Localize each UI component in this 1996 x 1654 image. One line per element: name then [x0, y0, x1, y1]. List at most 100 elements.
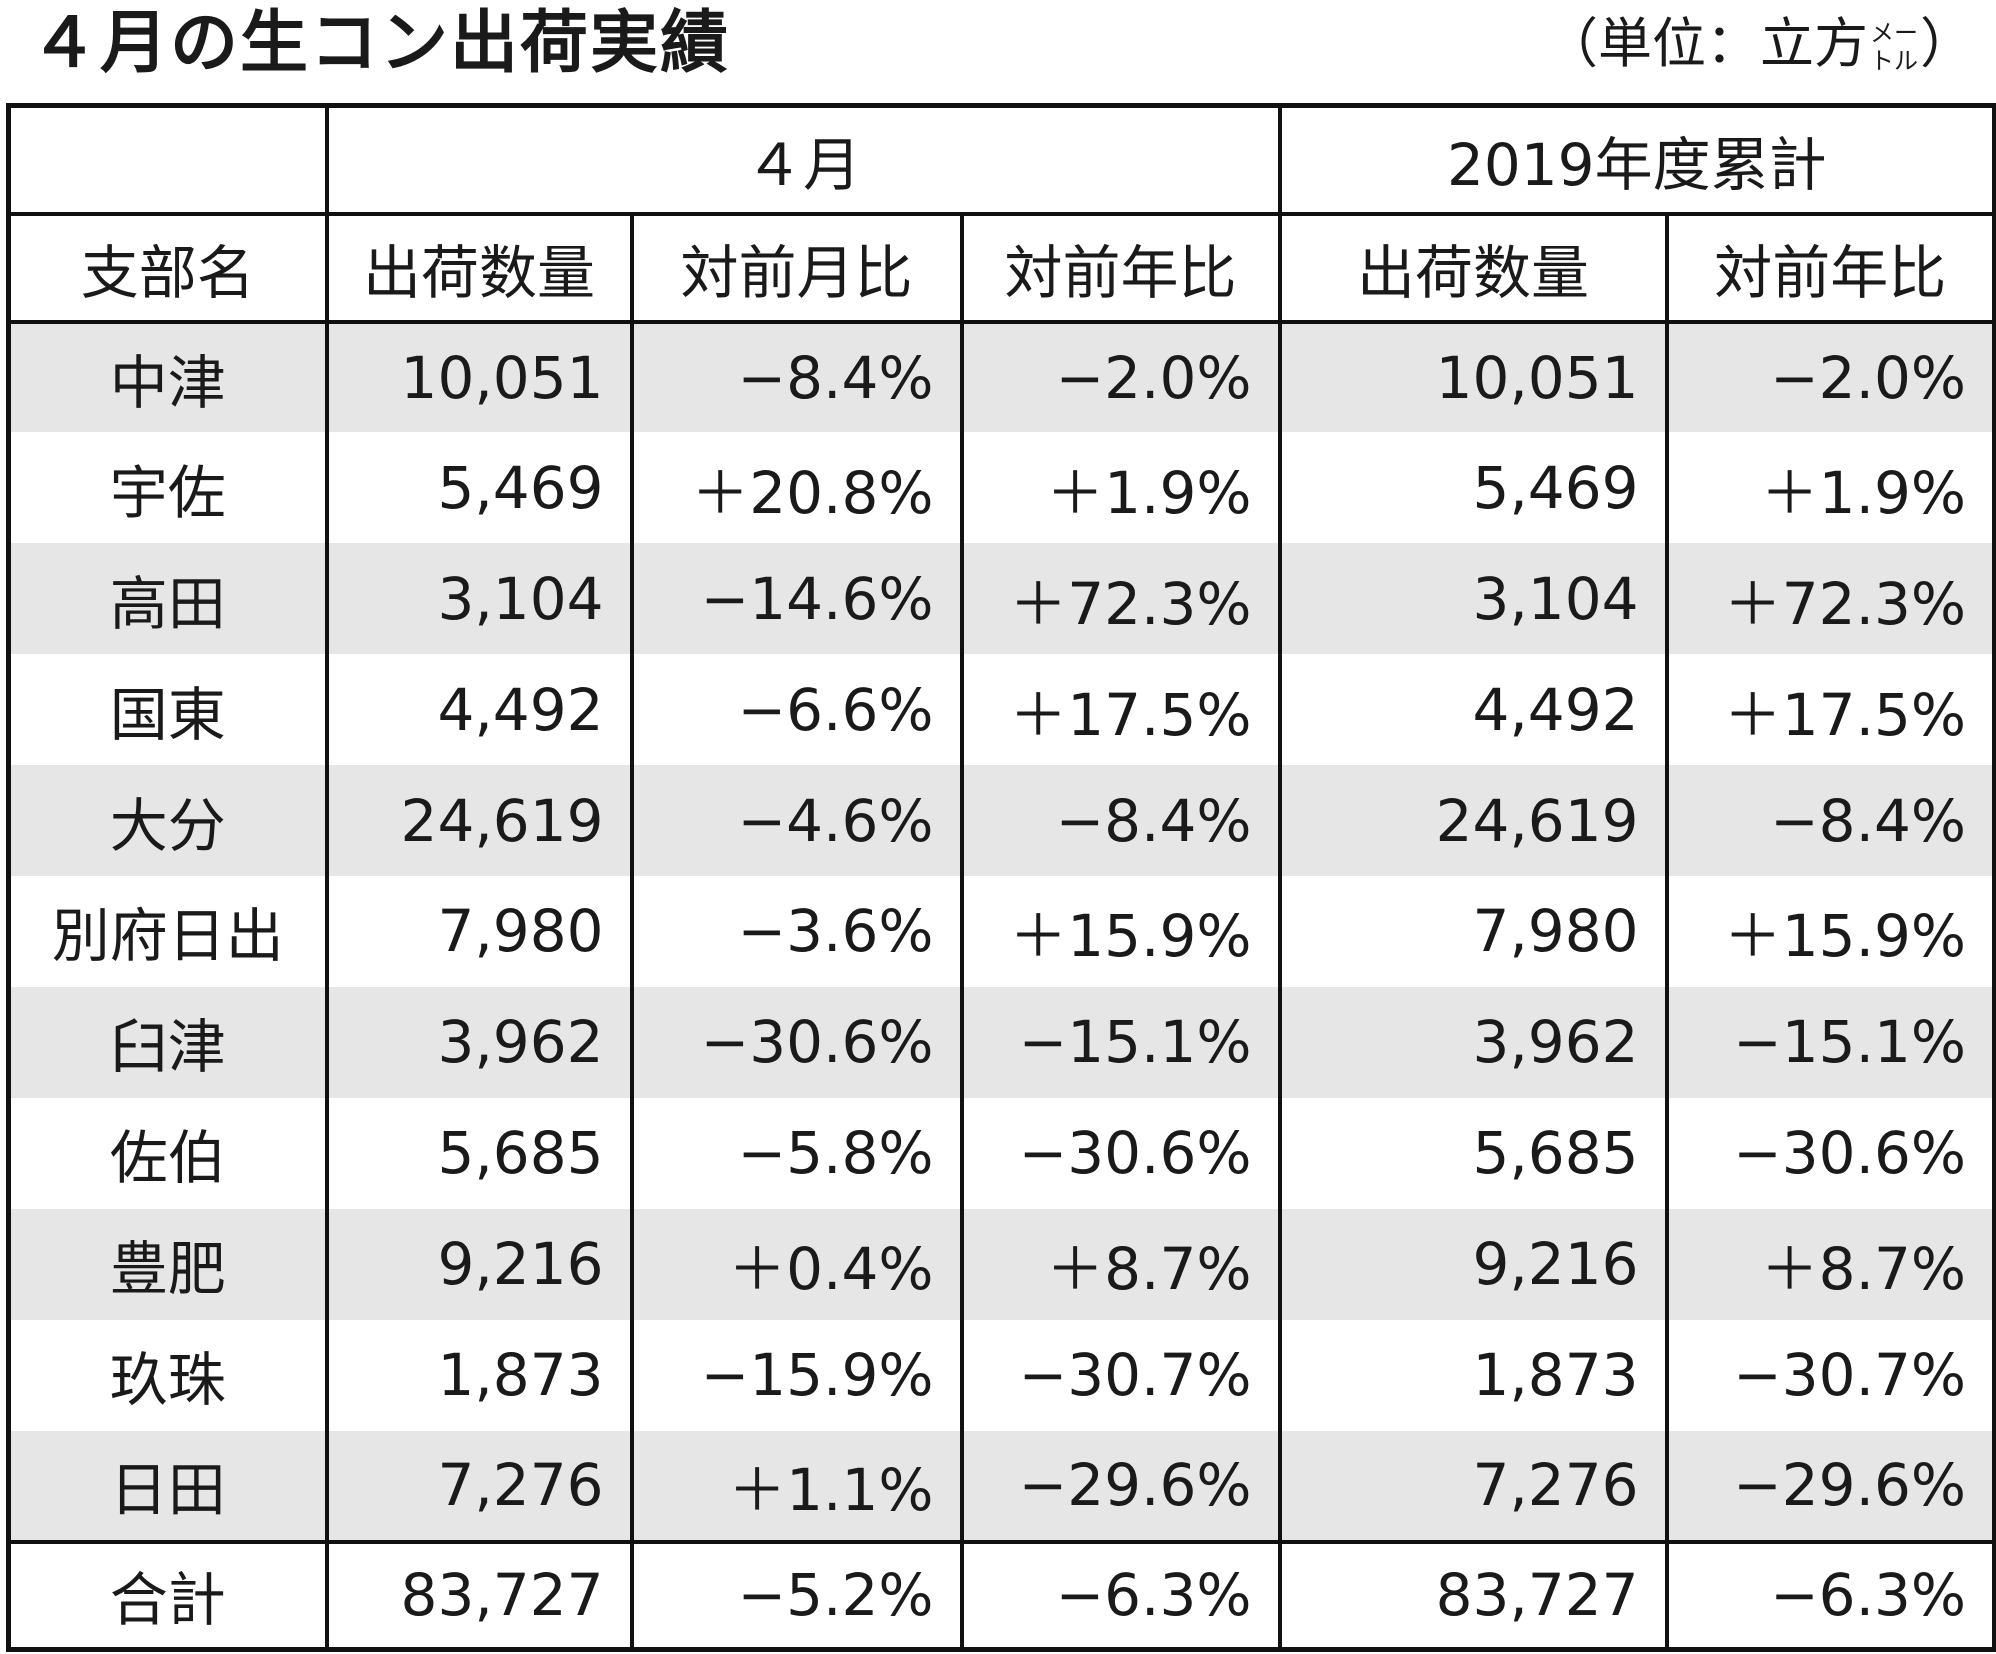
column-header-qty: 出荷数量 — [324, 211, 634, 324]
table-row: 佐伯 5,685 −5.8% −30.6% 5,685 −30.6% — [6, 1097, 1996, 1209]
unit-prefix: （単位：立方 — [1544, 12, 1868, 75]
cumulative-yoy: −2.0% — [1664, 321, 1996, 433]
branch-name: 別府日出 — [6, 876, 329, 987]
shipment-qty: 9,216 — [324, 1208, 634, 1320]
month-over-month: −6.6% — [629, 654, 964, 766]
year-over-year: ＋1.9% — [959, 432, 1282, 544]
shipment-qty: 4,492 — [324, 654, 634, 766]
shipment-qty: 7,980 — [324, 876, 634, 987]
cumulative-qty: 24,619 — [1277, 765, 1669, 877]
shipment-qty: 5,685 — [324, 1097, 634, 1209]
month-over-month: ＋0.4% — [629, 1208, 964, 1320]
shipment-qty: 10,051 — [324, 321, 634, 433]
cumulative-yoy: ＋15.9% — [1664, 876, 1996, 987]
unit-sup-top: メー — [1870, 19, 1918, 48]
cumulative-yoy: −30.6% — [1664, 1097, 1996, 1209]
cumulative-yoy: ＋17.5% — [1664, 654, 1996, 766]
group-header-row: ４月 2019年度累計 — [6, 103, 1996, 216]
shipment-qty: 7,276 — [324, 1430, 634, 1544]
cumulative-yoy: −15.1% — [1664, 986, 1996, 1098]
year-over-year: ＋17.5% — [959, 654, 1282, 766]
total-label: 合計 — [6, 1541, 329, 1650]
shipment-qty: 3,962 — [324, 986, 634, 1098]
table-row: 宇佐 5,469 ＋20.8% ＋1.9% 5,469 ＋1.9% — [6, 432, 1996, 544]
cumulative-qty: 5,469 — [1277, 432, 1669, 544]
year-over-year: −29.6% — [959, 1430, 1282, 1544]
unit-sup-bottom: トル — [1870, 47, 1918, 76]
month-over-month: −14.6% — [629, 543, 964, 655]
table-row: 国東 4,492 −6.6% ＋17.5% 4,492 ＋17.5% — [6, 654, 1996, 766]
branch-name: 豊肥 — [6, 1208, 329, 1320]
branch-name: 大分 — [6, 765, 329, 877]
page-title: ４月の生コン出荷実績 — [30, 4, 731, 83]
branch-name: 佐伯 — [6, 1097, 329, 1209]
table-row: 中津 10,051 −8.4% −2.0% 10,051 −2.0% — [6, 321, 1996, 433]
total-month-over-month: −5.2% — [629, 1541, 964, 1650]
unit-suffix: ） — [1920, 12, 1974, 75]
cumulative-qty: 9,216 — [1277, 1208, 1669, 1320]
shipment-qty: 24,619 — [324, 765, 634, 877]
table-row: 別府日出 7,980 −3.6% ＋15.9% 7,980 ＋15.9% — [6, 876, 1996, 987]
cumulative-yoy: ＋8.7% — [1664, 1208, 1996, 1320]
column-header-row: 支部名 出荷数量 対前月比 対前年比 出荷数量 対前年比 — [6, 211, 1996, 324]
month-over-month: ＋20.8% — [629, 432, 964, 544]
table-row: 玖珠 1,873 −15.9% −30.7% 1,873 −30.7% — [6, 1319, 1996, 1431]
shipment-qty: 1,873 — [324, 1319, 634, 1431]
branch-name: 国東 — [6, 654, 329, 766]
table-row: 大分 24,619 −4.6% −8.4% 24,619 −8.4% — [6, 765, 1996, 877]
table-row: 豊肥 9,216 ＋0.4% ＋8.7% 9,216 ＋8.7% — [6, 1208, 1996, 1320]
month-over-month: −4.6% — [629, 765, 964, 877]
cumulative-qty: 1,873 — [1277, 1319, 1669, 1431]
column-header-branch: 支部名 — [6, 211, 329, 324]
branch-name: 高田 — [6, 543, 329, 655]
cumulative-yoy: −8.4% — [1664, 765, 1996, 877]
year-over-year: −15.1% — [959, 986, 1282, 1098]
group-header-month: ４月 — [324, 103, 1282, 216]
table-row: 日田 7,276 ＋1.1% −29.6% 7,276 −29.6% — [6, 1430, 1996, 1544]
total-row: 合計 83,727 −5.2% −6.3% 83,727 −6.3% — [6, 1541, 1996, 1650]
cumulative-qty: 7,980 — [1277, 876, 1669, 987]
branch-name: 日田 — [6, 1430, 329, 1544]
column-header-cum-yoy: 対前年比 — [1664, 211, 1996, 324]
shipment-qty: 5,469 — [324, 432, 634, 544]
month-over-month: −3.6% — [629, 876, 964, 987]
shipment-table: ４月 2019年度累計 支部名 出荷数量 対前月比 対前年比 出荷数量 対前年比… — [6, 103, 1996, 1652]
year-over-year: −30.7% — [959, 1319, 1282, 1431]
total-cumulative-qty: 83,727 — [1277, 1541, 1669, 1650]
column-header-yoy: 対前年比 — [959, 211, 1282, 324]
year-over-year: ＋15.9% — [959, 876, 1282, 987]
cumulative-qty: 4,492 — [1277, 654, 1669, 766]
header-corner — [6, 103, 329, 216]
month-over-month: −5.8% — [629, 1097, 964, 1209]
cumulative-qty: 7,276 — [1277, 1430, 1669, 1544]
unit-note: （単位：立方 メー トル） — [1544, 0, 1974, 88]
group-header-cumulative: 2019年度累計 — [1277, 103, 1996, 216]
year-over-year: −30.6% — [959, 1097, 1282, 1209]
year-over-year: −8.4% — [959, 765, 1282, 877]
table-row: 高田 3,104 −14.6% ＋72.3% 3,104 ＋72.3% — [6, 543, 1996, 655]
table-body: 中津 10,051 −8.4% −2.0% 10,051 −2.0% 宇佐 5,… — [6, 321, 1996, 1544]
month-over-month: ＋1.1% — [629, 1430, 964, 1544]
cumulative-qty: 10,051 — [1277, 321, 1669, 433]
year-over-year: −2.0% — [959, 321, 1282, 433]
column-header-cum-qty: 出荷数量 — [1277, 211, 1669, 324]
branch-name: 玖珠 — [6, 1319, 329, 1431]
cumulative-yoy: −29.6% — [1664, 1430, 1996, 1544]
cumulative-qty: 3,104 — [1277, 543, 1669, 655]
year-over-year: ＋72.3% — [959, 543, 1282, 655]
total-cumulative-yoy: −6.3% — [1664, 1541, 1996, 1650]
month-over-month: −8.4% — [629, 321, 964, 433]
cumulative-yoy: −30.7% — [1664, 1319, 1996, 1431]
total-year-over-year: −6.3% — [959, 1541, 1282, 1650]
cumulative-yoy: ＋72.3% — [1664, 543, 1996, 655]
table-row: 臼津 3,962 −30.6% −15.1% 3,962 −15.1% — [6, 986, 1996, 1098]
total-qty: 83,727 — [324, 1541, 634, 1650]
year-over-year: ＋8.7% — [959, 1208, 1282, 1320]
month-over-month: −30.6% — [629, 986, 964, 1098]
cumulative-qty: 3,962 — [1277, 986, 1669, 1098]
branch-name: 臼津 — [6, 986, 329, 1098]
month-over-month: −15.9% — [629, 1319, 964, 1431]
column-header-mom: 対前月比 — [629, 211, 964, 324]
branch-name: 中津 — [6, 321, 329, 433]
shipment-qty: 3,104 — [324, 543, 634, 655]
